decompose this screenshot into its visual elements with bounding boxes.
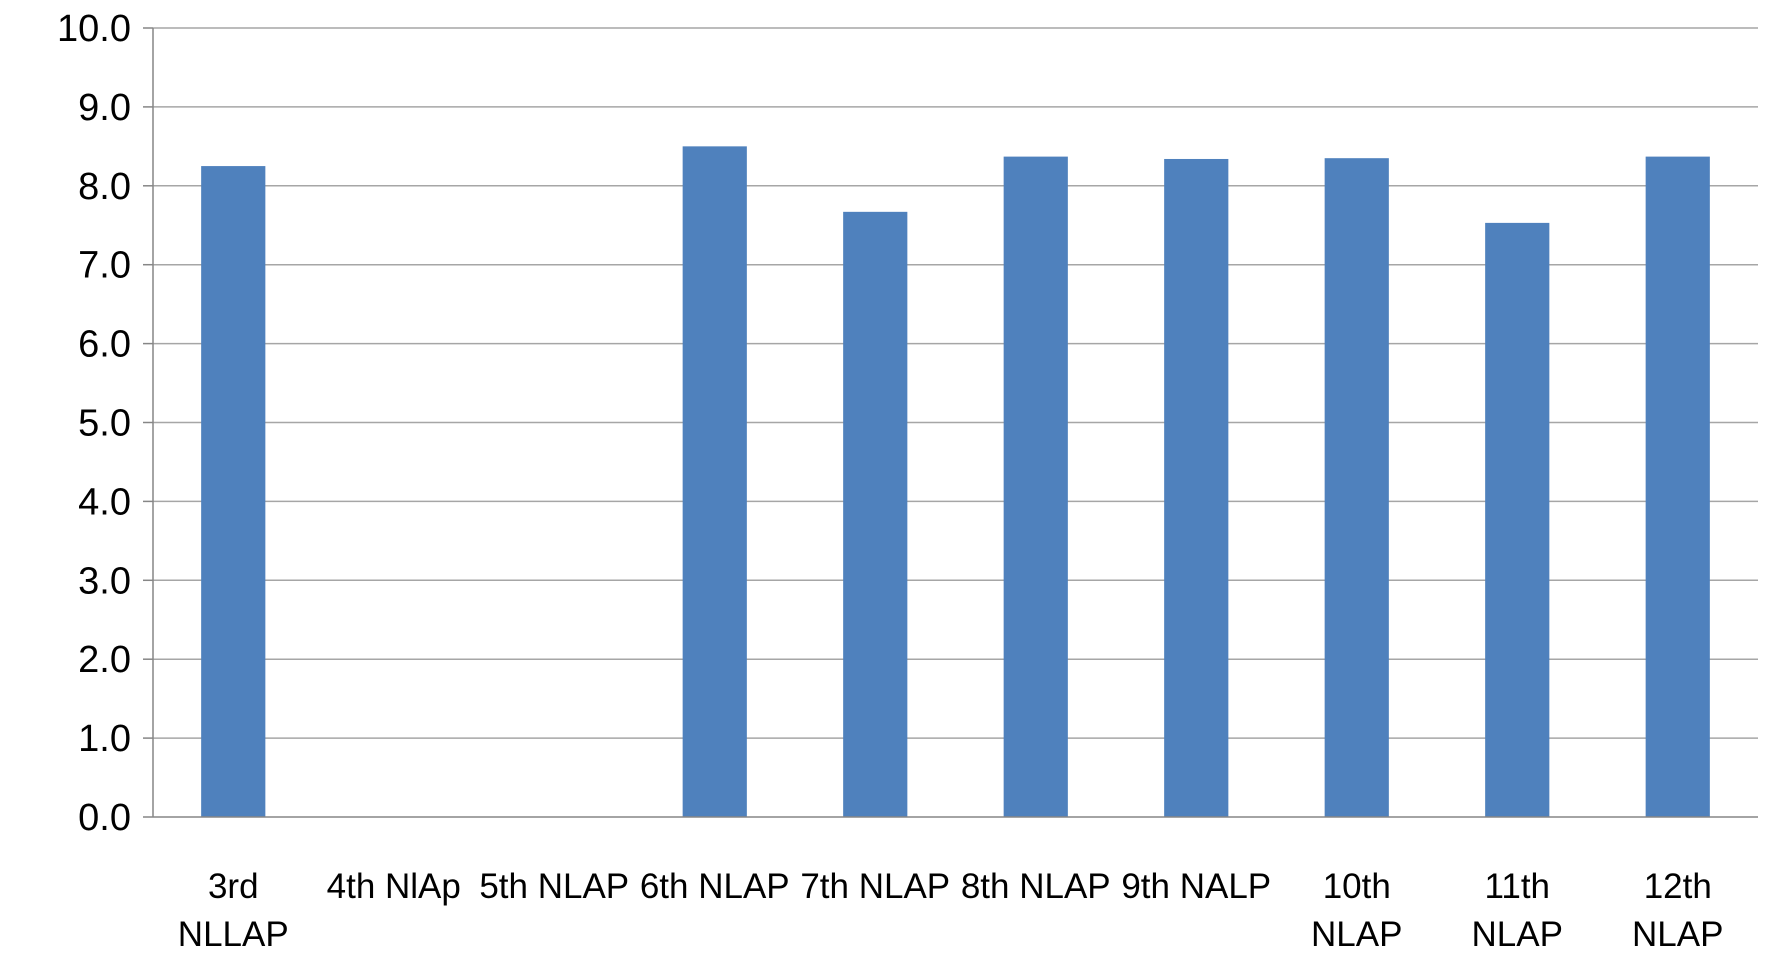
- x-tick-label: 12th NLAP: [1632, 867, 1723, 954]
- x-tick-label: 5th NLAP: [479, 867, 629, 906]
- x-tick-label: 4th NlAp: [327, 867, 461, 906]
- y-tick-label: 2.0: [78, 639, 131, 681]
- bar: [1164, 158, 1229, 817]
- x-tick-label: 6th NLAP: [640, 867, 790, 906]
- bar: [843, 211, 908, 817]
- x-tick-label: 7th NLAP: [800, 867, 950, 906]
- y-tick-labels: 0.0 1.0 2.0 3.0 4.0 5.0 6.0 7.0 8.0 9.0 10.0: [57, 8, 131, 839]
- y-tick-label: 1.0: [78, 718, 131, 760]
- bar: [201, 166, 266, 817]
- bar: [1003, 156, 1068, 817]
- y-tick-label: 4.0: [78, 481, 131, 523]
- x-tick-label: 9th NALP: [1121, 867, 1271, 906]
- x-tick-label: 11th NLAP: [1472, 867, 1563, 954]
- y-tick-label: 7.0: [78, 245, 131, 287]
- y-tick-label: 10.0: [57, 8, 131, 50]
- x-tick-label: 3rd NLLAP: [178, 867, 289, 954]
- gridlines: [153, 27, 1758, 739]
- y-tick-label: 9.0: [78, 87, 131, 129]
- y-tick-label: 5.0: [78, 403, 131, 445]
- x-tick-labels: 3rd NLLAP 4th NlAp 5th NLAP 6th NLAP 7th NLAP…: [178, 867, 1724, 954]
- y-tick-label: 8.0: [78, 166, 131, 208]
- y-tick-label: 0.0: [78, 797, 131, 839]
- x-tick-label: 8th NLAP: [961, 867, 1111, 906]
- bar: [682, 146, 747, 818]
- bars: [201, 146, 1710, 818]
- bar: [1645, 156, 1710, 817]
- x-tick-label: 10th NLAP: [1311, 867, 1402, 954]
- bar: [1485, 222, 1550, 817]
- bar: [1324, 158, 1389, 817]
- axes: [143, 27, 1758, 818]
- y-tick-label: 6.0: [78, 324, 131, 366]
- y-tick-label: 3.0: [78, 560, 131, 602]
